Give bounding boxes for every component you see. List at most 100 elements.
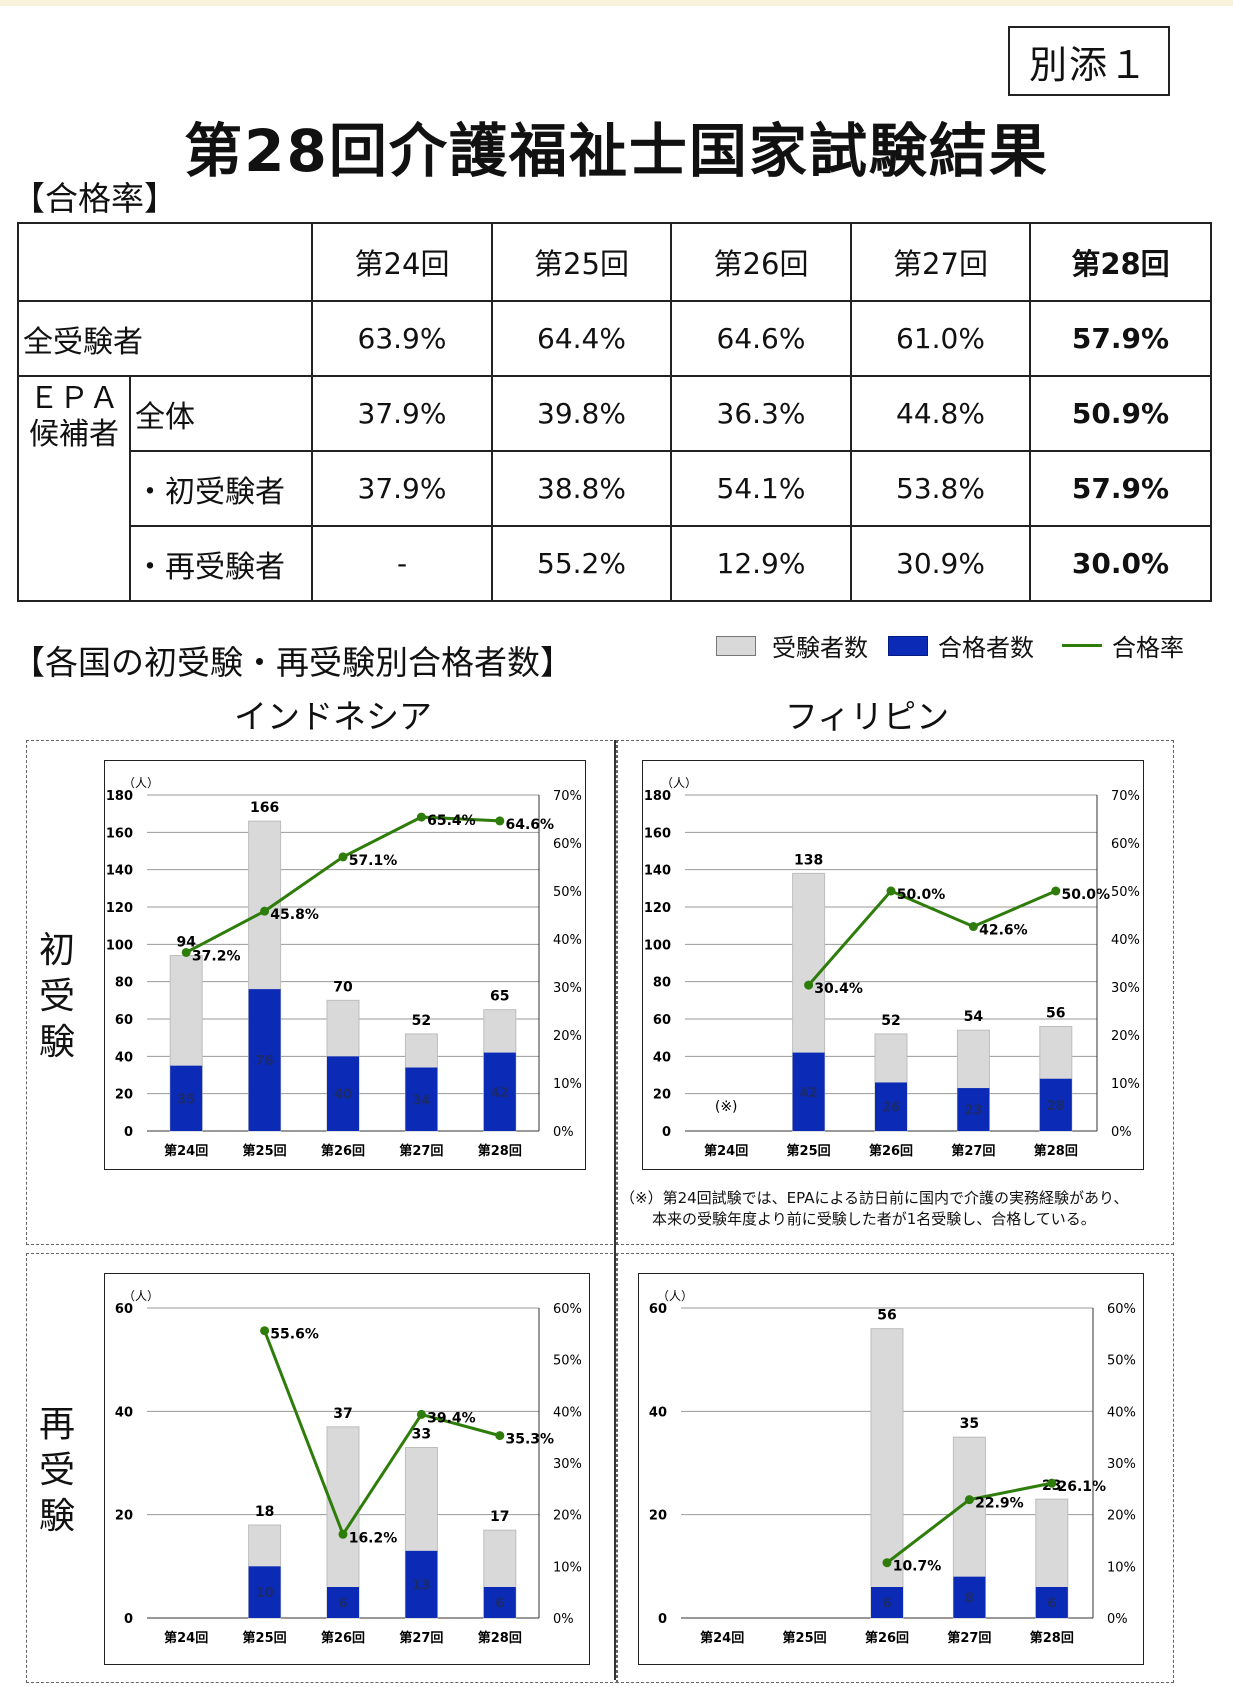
bar-passers [953, 1576, 986, 1618]
rate-point [260, 1326, 270, 1336]
chart-svg: 0 20 40 60 80 100 120 140 160 180 0% 10% 20% 30% 40% 50… [644, 776, 1140, 1159]
bar-label-passers: 26 [882, 1101, 900, 1116]
row-label: ・再受験者 [129, 525, 313, 602]
bar-label-examinees: 18 [255, 1504, 274, 1520]
rate-label: 50.0% [1062, 887, 1111, 903]
chart-indonesia-retake: 0 20 40 60 0% 10% 20% 30% 40% 50% 60% （人） 第24回 第25回 第2… [104, 1273, 590, 1665]
bar-label-passers: 13 [412, 1578, 430, 1593]
country-indonesia: インドネシア [234, 697, 432, 736]
bar-passers [327, 1056, 359, 1131]
y2-tick-label: 0% [553, 1612, 574, 1627]
table-cell: 54.1% [670, 450, 852, 527]
rate-point [181, 947, 191, 957]
y-tick-label: 160 [644, 826, 671, 841]
bar-label-examinees: 65 [490, 989, 509, 1005]
rate-label: 39.4% [427, 1410, 476, 1426]
y-tick-label: 60 [115, 1302, 133, 1317]
bar-label-examinees: 56 [877, 1308, 896, 1324]
y-tick-label: 20 [653, 1088, 671, 1103]
panel-indonesia-retake [26, 1253, 618, 1683]
bar-passers [957, 1088, 990, 1131]
legend-passers: 合格者数 [888, 628, 1034, 663]
y-tick-label: 180 [644, 789, 671, 804]
unit-label: （人） [657, 1289, 693, 1303]
bar-label-examinees: 54 [964, 1009, 984, 1025]
y-tick-label: 60 [653, 1013, 671, 1028]
x-tick-label: 第25回 [243, 1630, 287, 1646]
bar-passers [1035, 1587, 1068, 1618]
chart-annotation: (※) [715, 1099, 738, 1115]
y2-tick-label: 60% [1107, 1302, 1136, 1317]
y2-tick-label: 50% [1111, 885, 1140, 900]
y2-tick-label: 20% [1107, 1509, 1136, 1524]
table-corner-cell [17, 222, 313, 302]
table-cell: - [311, 525, 493, 602]
bar-examinees [870, 1328, 904, 1619]
table-cell: 53.8% [850, 450, 1031, 527]
rate-point [968, 922, 978, 932]
bar-label-passers: 6 [495, 1597, 504, 1612]
y-tick-label: 0 [124, 1612, 133, 1627]
panel-indonesia-first [26, 740, 618, 1245]
bar-label-passers: 28 [1047, 1099, 1065, 1114]
x-tick-label: 第25回 [783, 1630, 827, 1646]
bar-passers [792, 1052, 825, 1131]
legend-swatch-gray [716, 635, 756, 656]
y2-tick-label: 10% [553, 1077, 582, 1092]
bar-passers [248, 989, 281, 1131]
y-tick-label: 80 [653, 976, 671, 991]
header-cell: 第24回 [311, 222, 493, 302]
header-cell: 第28回 [1029, 222, 1212, 302]
y-tick-label: 60 [649, 1302, 667, 1317]
bar-label-passers: 8 [965, 1591, 974, 1606]
y-tick-label: 120 [106, 901, 133, 916]
bar-label-passers: 6 [1047, 1597, 1056, 1612]
bar-label-passers: 35 [177, 1092, 195, 1107]
y2-tick-label: 10% [1111, 1077, 1140, 1092]
bar-label-examinees: 70 [333, 979, 353, 995]
rate-label: 64.6% [506, 817, 555, 833]
table-cell: 61.0% [850, 300, 1031, 377]
bar-label-examinees: 166 [250, 800, 279, 816]
bar-label-passers: 40 [334, 1088, 352, 1103]
table-cell: 63.9% [311, 300, 493, 377]
row-label: 全受験者 [17, 300, 313, 377]
y2-tick-label: 40% [1107, 1405, 1136, 1420]
rate-point [338, 852, 348, 862]
y-tick-label: 140 [106, 864, 133, 879]
rate-point [964, 1495, 974, 1505]
rate-label: 55.6% [270, 1327, 319, 1343]
bar-label-examinees: 37 [333, 1406, 352, 1422]
row-label-retake: 再受験 [38, 1404, 75, 1537]
table-row: ・初受験者 37.9% 38.8% 54.1% 53.8% 57.9% [18, 450, 1212, 527]
panel-philippines-retake [616, 1253, 1174, 1683]
y2-tick-label: 50% [553, 1354, 582, 1369]
chart-svg: 0 20 40 60 80 100 120 140 160 180 0% 10% 20% 30% 40% 50… [106, 776, 582, 1159]
table-row: 全受験者 63.9% 64.4% 64.6% 61.0% 57.9% [17, 300, 1212, 377]
y-tick-label: 20 [115, 1088, 133, 1103]
table-cell: 37.9% [311, 450, 493, 527]
rate-label: 37.2% [192, 948, 241, 964]
x-tick-label: 第28回 [478, 1143, 522, 1159]
bar-label-examinees: 35 [960, 1416, 979, 1432]
bar-label-examinees: 56 [1046, 1005, 1065, 1021]
y2-tick-label: 30% [1107, 1457, 1136, 1472]
x-tick-label: 第25回 [787, 1143, 831, 1159]
x-tick-label: 第27回 [399, 1143, 443, 1159]
y-tick-label: 140 [644, 864, 671, 879]
bar-label-examinees: 52 [412, 1013, 431, 1029]
y2-tick-label: 70% [1111, 789, 1140, 804]
x-tick-label: 第24回 [700, 1630, 744, 1646]
x-tick-label: 第28回 [1030, 1630, 1074, 1646]
y2-tick-label: 0% [1107, 1612, 1128, 1627]
section-rate-heading: 【合格率】 [12, 179, 177, 218]
rate-point [416, 1409, 426, 1419]
bar-label-passers: 42 [491, 1086, 509, 1101]
y2-tick-label: 20% [1111, 1029, 1140, 1044]
bar-label-examinees: 52 [881, 1013, 900, 1029]
bar-passers [327, 1587, 359, 1618]
x-tick-label: 第26回 [869, 1143, 913, 1159]
bar-passers [483, 1052, 516, 1131]
x-tick-label: 第24回 [164, 1630, 208, 1646]
y-tick-label: 0 [658, 1612, 667, 1627]
